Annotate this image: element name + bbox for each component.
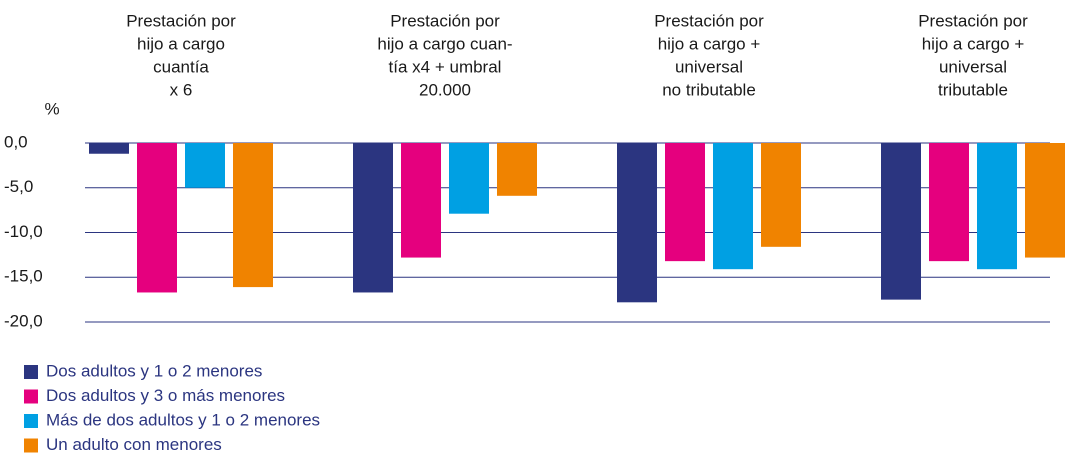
category-label: hijo a cargo + — [922, 34, 1025, 53]
category-label: tía x4 + umbral — [389, 57, 502, 76]
category-label: Prestación por — [918, 11, 1028, 30]
bar — [185, 143, 225, 188]
legend-swatch — [24, 389, 38, 404]
y-tick-label: -10,0 — [4, 222, 43, 241]
category-label: Prestación por — [654, 11, 764, 30]
legend-label: Un adulto con menores — [46, 435, 222, 454]
bar — [89, 143, 129, 154]
category-label: Prestación por — [390, 11, 500, 30]
legend-label: Dos adultos y 3 o más menores — [46, 386, 285, 405]
y-tick-label: -15,0 — [4, 267, 43, 286]
category-label: hijo a cargo + — [658, 34, 761, 53]
category-label: hijo a cargo — [137, 34, 225, 53]
category-label: 20.000 — [419, 80, 471, 99]
category-label: cuantía — [153, 57, 209, 76]
category-label: universal — [675, 57, 743, 76]
category-label: hijo a cargo cuan- — [377, 34, 512, 53]
legend-swatch — [24, 414, 38, 428]
y-tick-label: -20,0 — [4, 311, 43, 330]
category-label: x 6 — [170, 80, 193, 99]
bar — [233, 143, 273, 288]
bar — [977, 143, 1017, 270]
legend-label: Más de dos adultos y 1 o 2 menores — [46, 410, 320, 429]
bar — [137, 143, 177, 293]
category-label: Prestación por — [126, 11, 236, 30]
bar — [881, 143, 921, 300]
category-label: no tributable — [662, 80, 756, 99]
bar — [401, 143, 441, 258]
legend-label: Dos adultos y 1 o 2 menores — [46, 361, 262, 380]
category-label: universal — [939, 57, 1007, 76]
bar — [353, 143, 393, 293]
y-tick-label: -5,0 — [4, 177, 33, 196]
bar — [1025, 143, 1065, 258]
legend-swatch — [24, 438, 38, 453]
bar — [497, 143, 537, 196]
bar — [761, 143, 801, 247]
bar — [929, 143, 969, 262]
y-tick-label: 0,0 — [4, 132, 28, 151]
y-axis-label: % — [44, 99, 59, 118]
category-label: tributable — [938, 80, 1008, 99]
bar — [449, 143, 489, 214]
bar — [713, 143, 753, 270]
legend-swatch — [24, 365, 38, 379]
bar — [665, 143, 705, 262]
bar — [617, 143, 657, 303]
